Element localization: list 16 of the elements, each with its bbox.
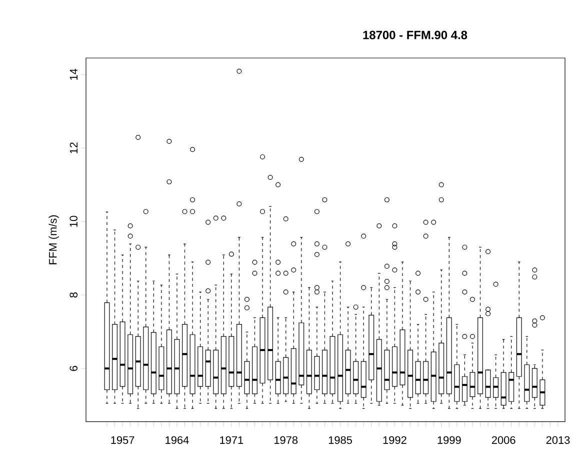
- x-tick-label: 1964: [166, 436, 189, 444]
- x-tick-label: 2013: [546, 436, 570, 444]
- x-tick-label: 1957: [111, 436, 134, 444]
- y-axis-title: FFM (m/s): [48, 215, 59, 264]
- x-tick-label: 1992: [383, 436, 406, 444]
- y-tick-label: 10: [70, 216, 78, 227]
- x-tick-label: 1978: [274, 436, 298, 444]
- y-tick-label: 6: [70, 366, 78, 371]
- chart-title: 18700 - FFM.90 4.8: [363, 30, 468, 40]
- x-tick-label: 1971: [220, 436, 244, 444]
- y-tick-label: 8: [70, 292, 78, 298]
- y-tick-label: 12: [70, 142, 78, 154]
- x-tick-label: 2006: [492, 436, 516, 444]
- y-tick-label: 14: [70, 68, 78, 80]
- x-tick-label: 1985: [328, 436, 352, 444]
- x-tick-label: 1999: [438, 436, 461, 444]
